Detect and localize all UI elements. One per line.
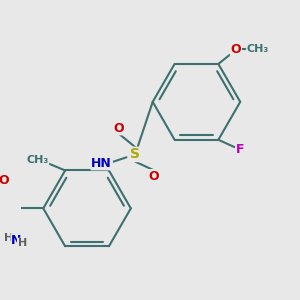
Text: S: S (130, 147, 140, 161)
Text: CH₃: CH₃ (247, 44, 269, 54)
Text: O: O (0, 174, 9, 187)
Text: F: F (236, 143, 244, 157)
Text: O: O (231, 43, 241, 56)
Text: O: O (149, 170, 160, 183)
Text: HN: HN (91, 157, 112, 169)
Text: O: O (114, 122, 124, 135)
Text: H: H (18, 238, 27, 248)
Text: CH₃: CH₃ (26, 155, 49, 165)
Text: N: N (11, 234, 22, 247)
Text: H: H (4, 232, 14, 242)
